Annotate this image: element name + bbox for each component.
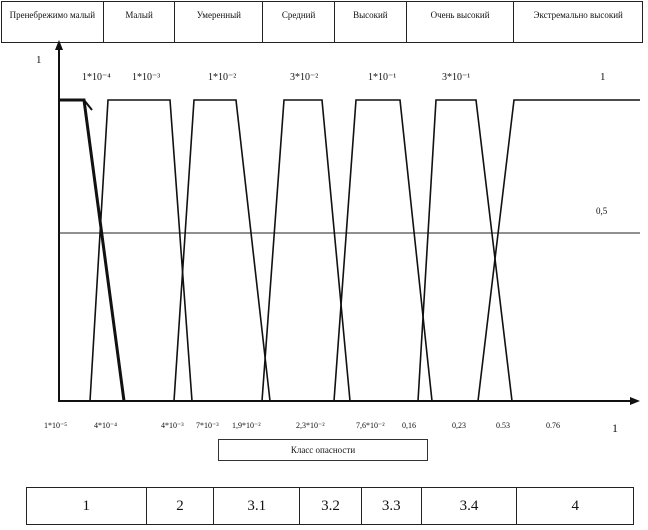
membership-function-3 (173, 99, 271, 402)
class-cell: 3.1 (214, 488, 301, 524)
membership-function-5 (333, 99, 433, 402)
membership-function-1 (59, 98, 126, 402)
x-tick-label: 0.76 (546, 421, 560, 430)
x-tick-label: 0,23 (452, 421, 466, 430)
x-tick-label: 7,6*10⁻² (356, 421, 385, 430)
class-cell: 4 (571, 498, 579, 514)
peak-label: 1*10⁻³ (132, 72, 160, 83)
peak-label: 1*10⁻¹ (368, 72, 396, 83)
x-tick-label: 0.53 (496, 421, 510, 430)
header-cell: Средний (263, 2, 335, 42)
class-cell: 3.2 (300, 488, 362, 524)
x-tick-label: 2,3*10⁻² (296, 421, 325, 430)
header-cell: Пренебрежимо малый (2, 2, 104, 42)
x-tick-label: 0,16 (402, 421, 416, 430)
class-cell: 3.4 (422, 488, 518, 524)
membership-function-2 (89, 99, 193, 402)
peak-label: 1 (600, 71, 606, 83)
x-tick-label: 4*10⁻³ (161, 421, 184, 430)
header-cell: Малый (104, 2, 176, 42)
first-function-shoulder (83, 99, 93, 111)
y-axis-arrow (55, 40, 63, 50)
membership-functions (59, 98, 640, 402)
hazard-class-caption: Класс опасности (218, 439, 428, 461)
peak-label: 3*10⁻² (290, 72, 318, 83)
header-cell: Умеренный (175, 2, 264, 42)
x-end-label: 1 (612, 421, 618, 435)
x-tick-label: 4*10⁻⁴ (94, 421, 117, 430)
class-cell: 3.3 (362, 488, 422, 524)
peak-label: 1*10⁻⁴ (82, 72, 111, 83)
header-cell: Экстремально высокий (533, 10, 623, 20)
x-tick-label: 1*10⁻⁵ (44, 421, 67, 430)
class-number-table: 1 2 3.1 3.2 3.3 3.4 4 (26, 487, 634, 525)
x-tick-label: 1,9*10⁻² (232, 421, 261, 430)
x-axis-arrow (630, 397, 640, 405)
membership-function-7 (477, 99, 640, 402)
peak-label: 3*10⁻¹ (442, 72, 470, 83)
class-header-table: Пренебрежимо малый Малый Умеренный Средн… (1, 1, 643, 43)
membership-function-6 (417, 99, 513, 402)
level-label: 0,5 (596, 206, 608, 216)
y-top-label: 1 (36, 54, 42, 66)
membership-function-4 (261, 99, 351, 402)
header-cell: Очень высокий (407, 2, 515, 42)
class-cell: 1 (27, 488, 147, 524)
header-cell: Высокий (335, 2, 407, 42)
x-tick-label: 7*10⁻³ (196, 421, 219, 430)
class-cell: 2 (147, 488, 215, 524)
peak-label: 1*10⁻² (208, 72, 236, 83)
